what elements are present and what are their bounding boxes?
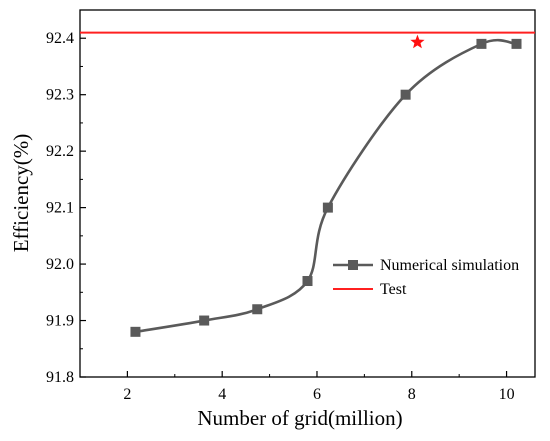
data-point-marker — [130, 326, 141, 337]
plot-frame — [79, 9, 536, 378]
legend-label-test: Test — [380, 281, 407, 298]
y-tick-label: 92.1 — [46, 200, 74, 217]
data-point-marker — [476, 38, 487, 49]
y-tick-label: 91.9 — [46, 313, 74, 330]
x-tick-label: 8 — [408, 386, 416, 403]
x-tick-label: 10 — [499, 386, 515, 403]
data-point-marker — [252, 304, 263, 315]
annotations — [410, 34, 425, 49]
legend-item-numerical-simulation: Numerical simulation — [333, 257, 519, 274]
data-point-marker — [199, 315, 210, 326]
data-point-marker — [511, 38, 522, 49]
y-tick-label: 92.4 — [46, 30, 74, 47]
x-axis: 2 4 6 8 10 — [123, 371, 515, 403]
data-point-marker — [400, 89, 411, 100]
data-point-marker — [322, 202, 333, 213]
x-tick-label: 6 — [313, 386, 321, 403]
y-tick-label: 92.2 — [46, 143, 74, 160]
x-tick-label: 2 — [123, 386, 131, 403]
y-tick-label: 92.0 — [46, 256, 74, 273]
y-axis-title: Efficiency(%) — [9, 134, 33, 253]
data-point-marker — [302, 276, 313, 287]
y-tick-label: 91.8 — [46, 369, 74, 386]
numerical-simulation-series-line — [135, 38, 517, 334]
legend: Numerical simulation Test — [333, 257, 519, 298]
legend-item-test: Test — [333, 281, 407, 298]
legend-marker-numerical-simulation — [348, 260, 358, 270]
x-tick-label: 4 — [218, 386, 226, 403]
legend-label-numerical-simulation: Numerical simulation — [380, 257, 519, 274]
y-tick-label: 92.3 — [46, 87, 74, 104]
star-marker — [410, 34, 425, 49]
numerical-simulation-markers — [130, 38, 522, 337]
y-axis: 91.8 91.9 92.0 92.1 92.2 92.3 92.4 — [46, 30, 86, 386]
x-axis-title: Number of grid(million) — [197, 406, 402, 430]
